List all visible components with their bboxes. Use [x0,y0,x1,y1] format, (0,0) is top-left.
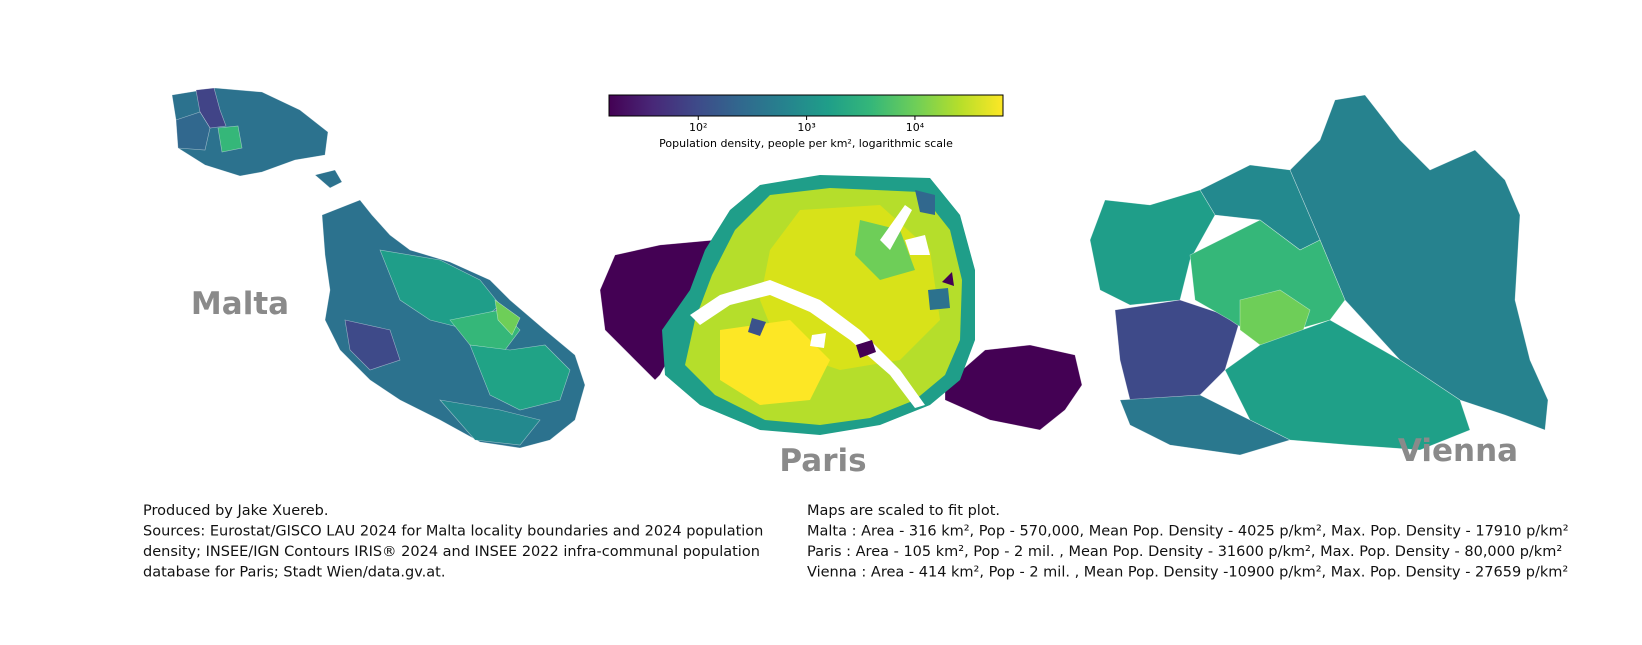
note-line: Malta : Area - 316 km², Pop - 570,000, M… [807,524,1569,540]
credit-line: Produced by Jake Xuereb. [143,503,329,519]
colorbar-label: Population density, people per km², loga… [659,137,953,150]
colorbar-tick-label: 10³ [797,121,815,134]
colorbar: Population density, people per km², loga… [608,94,1004,150]
credit-line: Sources: Eurostat/GISCO LAU 2024 for Mal… [143,524,763,540]
credits: Produced by Jake Xuereb. Sources: Eurosta… [143,503,763,581]
notes: Maps are scaled to fit plot. Malta : Area… [807,503,1569,581]
colorbar-tick-label: 10⁴ [906,121,925,134]
note-line: Maps are scaled to fit plot. [807,503,1000,519]
colorbar-tick-label: 10² [689,121,707,134]
note-line: Paris : Area - 105 km², Pop - 2 mil. , M… [807,544,1562,560]
credit-line: density; INSEE/IGN Contours IRIS® 2024 a… [143,544,760,560]
credit-line: database for Paris; Stadt Wien/data.gv.a… [143,565,445,581]
colorbar-gradient [608,94,1004,117]
note-line: Vienna : Area - 414 km², Pop - 2 mil. , … [807,565,1568,581]
map-label: Vienna [1398,433,1518,469]
malta-map [171,87,586,449]
vienna-map [1089,94,1549,456]
map-label: Malta [191,286,289,322]
map-label: Paris [779,443,866,479]
paris-map [599,175,1083,435]
